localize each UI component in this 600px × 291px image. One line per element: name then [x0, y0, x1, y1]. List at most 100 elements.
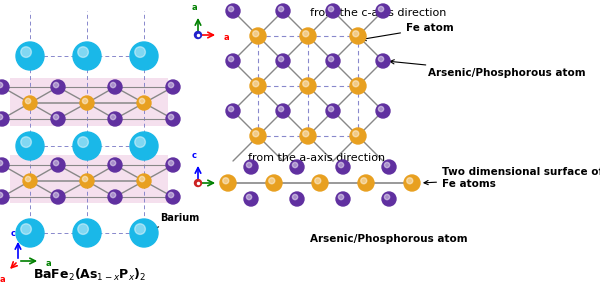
- Circle shape: [247, 162, 252, 168]
- Circle shape: [169, 192, 174, 198]
- Circle shape: [253, 31, 259, 37]
- Circle shape: [290, 192, 304, 206]
- Circle shape: [361, 178, 367, 184]
- Circle shape: [0, 192, 3, 198]
- Circle shape: [194, 180, 202, 187]
- Circle shape: [404, 175, 420, 191]
- Circle shape: [130, 219, 158, 247]
- Circle shape: [166, 158, 180, 172]
- Circle shape: [110, 192, 116, 198]
- Circle shape: [276, 54, 290, 68]
- Circle shape: [169, 114, 174, 120]
- Circle shape: [78, 47, 88, 57]
- Circle shape: [244, 192, 258, 206]
- Circle shape: [353, 31, 359, 37]
- Circle shape: [53, 82, 59, 88]
- Circle shape: [108, 190, 122, 204]
- Circle shape: [250, 28, 266, 44]
- Circle shape: [350, 78, 366, 94]
- Circle shape: [326, 54, 340, 68]
- Circle shape: [110, 82, 116, 88]
- Circle shape: [303, 131, 309, 137]
- Circle shape: [16, 42, 44, 70]
- Circle shape: [350, 128, 366, 144]
- Circle shape: [21, 47, 31, 57]
- Circle shape: [328, 56, 334, 62]
- Text: from the c-axis direction: from the c-axis direction: [310, 8, 446, 18]
- Circle shape: [382, 160, 396, 174]
- Circle shape: [0, 112, 9, 126]
- Circle shape: [300, 78, 316, 94]
- FancyBboxPatch shape: [10, 155, 168, 203]
- Text: Barium: Barium: [148, 213, 199, 232]
- Circle shape: [338, 194, 344, 200]
- Circle shape: [16, 132, 44, 160]
- Circle shape: [350, 28, 366, 44]
- Circle shape: [53, 192, 59, 198]
- Circle shape: [23, 96, 37, 110]
- Circle shape: [78, 224, 88, 234]
- Circle shape: [73, 42, 101, 70]
- Circle shape: [326, 4, 340, 18]
- Circle shape: [51, 112, 65, 126]
- Circle shape: [135, 137, 145, 148]
- Circle shape: [336, 160, 350, 174]
- Circle shape: [194, 31, 202, 38]
- Text: Two dimensional surface of
Fe atoms: Two dimensional surface of Fe atoms: [424, 167, 600, 189]
- Circle shape: [108, 112, 122, 126]
- Circle shape: [250, 78, 266, 94]
- Circle shape: [338, 162, 344, 168]
- Circle shape: [73, 132, 101, 160]
- Circle shape: [385, 162, 390, 168]
- Circle shape: [229, 107, 234, 112]
- Circle shape: [226, 104, 240, 118]
- Circle shape: [135, 47, 145, 57]
- Circle shape: [315, 178, 321, 184]
- Text: a: a: [191, 3, 197, 13]
- Circle shape: [0, 114, 3, 120]
- Circle shape: [166, 190, 180, 204]
- Circle shape: [82, 176, 88, 182]
- Circle shape: [220, 175, 236, 191]
- Circle shape: [80, 174, 94, 188]
- Circle shape: [53, 114, 59, 120]
- Text: c: c: [11, 228, 16, 237]
- Circle shape: [0, 80, 9, 94]
- FancyBboxPatch shape: [10, 78, 168, 126]
- Circle shape: [110, 114, 116, 120]
- Text: a: a: [223, 180, 229, 189]
- Circle shape: [130, 42, 158, 70]
- Circle shape: [303, 31, 309, 37]
- Circle shape: [166, 80, 180, 94]
- Circle shape: [229, 56, 234, 62]
- Circle shape: [80, 96, 94, 110]
- Circle shape: [135, 224, 145, 234]
- Circle shape: [166, 112, 180, 126]
- Circle shape: [51, 80, 65, 94]
- Circle shape: [376, 54, 390, 68]
- Circle shape: [0, 160, 3, 166]
- Circle shape: [244, 160, 258, 174]
- Circle shape: [16, 219, 44, 247]
- Circle shape: [278, 6, 284, 12]
- Circle shape: [130, 132, 158, 160]
- Circle shape: [253, 81, 259, 87]
- Circle shape: [266, 175, 282, 191]
- Circle shape: [21, 137, 31, 148]
- Circle shape: [253, 131, 259, 137]
- Circle shape: [382, 192, 396, 206]
- Circle shape: [108, 158, 122, 172]
- Circle shape: [21, 224, 31, 234]
- Text: a: a: [0, 274, 5, 283]
- Circle shape: [169, 82, 174, 88]
- Circle shape: [376, 4, 390, 18]
- Circle shape: [169, 160, 174, 166]
- Circle shape: [0, 190, 9, 204]
- Text: Arsenic/Phosphorous atom: Arsenic/Phosphorous atom: [390, 60, 586, 78]
- Circle shape: [247, 194, 252, 200]
- Circle shape: [328, 6, 334, 12]
- Circle shape: [353, 81, 359, 87]
- Circle shape: [276, 104, 290, 118]
- Text: c: c: [191, 152, 197, 161]
- Circle shape: [278, 107, 284, 112]
